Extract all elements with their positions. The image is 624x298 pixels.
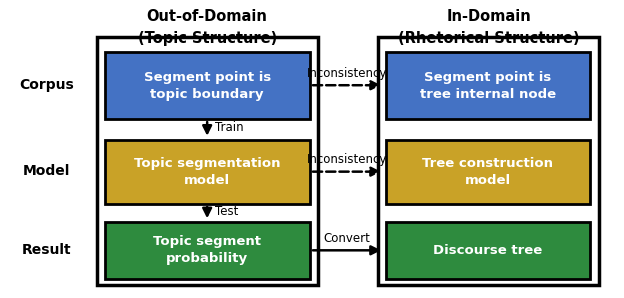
Bar [386, 140, 590, 204]
Text: Discourse tree: Discourse tree [433, 244, 543, 257]
Bar [105, 52, 310, 119]
Bar [378, 37, 599, 285]
Text: Inconsistency: Inconsistency [307, 153, 387, 166]
Text: Topic segmentation
model: Topic segmentation model [134, 157, 280, 187]
Text: Train: Train [215, 121, 244, 134]
Text: Inconsistency: Inconsistency [307, 67, 387, 80]
Text: Test: Test [215, 205, 238, 218]
Text: Segment point is
topic boundary: Segment point is topic boundary [144, 71, 271, 101]
Text: Topic segment
probability: Topic segment probability [153, 235, 261, 265]
Bar [97, 37, 318, 285]
Text: Out-of-Domain: Out-of-Domain [147, 9, 268, 24]
Text: (Rhetorical Structure): (Rhetorical Structure) [398, 31, 580, 46]
Bar [386, 222, 590, 279]
Text: Convert: Convert [323, 232, 371, 245]
Text: Result: Result [22, 243, 72, 257]
Text: Corpus: Corpus [19, 78, 74, 92]
Bar [105, 140, 310, 204]
Text: Model: Model [23, 164, 71, 178]
Text: (Topic Structure): (Topic Structure) [137, 31, 277, 46]
Bar [386, 52, 590, 119]
Text: In-Domain: In-Domain [447, 9, 532, 24]
Bar [105, 222, 310, 279]
Text: Segment point is
tree internal node: Segment point is tree internal node [420, 71, 556, 101]
Text: Tree construction
model: Tree construction model [422, 157, 553, 187]
